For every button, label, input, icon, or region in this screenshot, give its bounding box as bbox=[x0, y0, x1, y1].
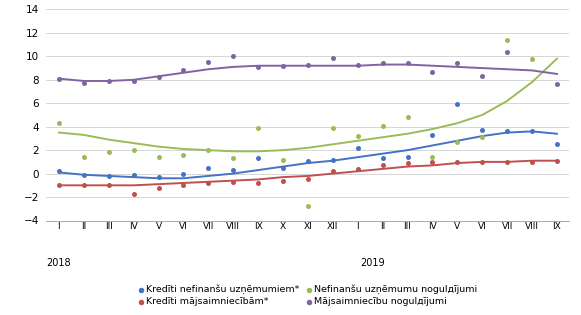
Mājsaimniecību nogulдījumi bbox=[79, 81, 88, 86]
Mājsaimniecību nogulдījumi bbox=[328, 55, 338, 60]
Kredīti mājsaimniecībām* bbox=[253, 180, 263, 186]
Mājsaimniecību nogulдījumi bbox=[378, 61, 388, 66]
Kredīti mājsaimniecībām* bbox=[54, 183, 63, 188]
Nefinanšu uzņēmumu nogulдījumi bbox=[403, 115, 412, 120]
Mājsaimniecību nogulдījumi bbox=[428, 69, 437, 74]
Kredīti nefinanšu uzņēmumiem* bbox=[428, 132, 437, 137]
Kredīti mājsaimniecībām* bbox=[478, 159, 487, 164]
Kredīti nefinanšu uzņēmumiem* bbox=[228, 168, 238, 173]
Kredīti nefinanšu uzņēmumiem* bbox=[528, 129, 537, 134]
Kredīti mājsaimniecībām* bbox=[553, 158, 562, 163]
Nefinanšu uzņēmumu nogulдījumi bbox=[328, 125, 338, 130]
Text: 2018: 2018 bbox=[46, 259, 71, 268]
Kredīti mājsaimniecībām* bbox=[129, 191, 138, 196]
Kredīti nefinanšu uzņēmumiem* bbox=[403, 155, 412, 160]
Kredīti mājsaimniecībām* bbox=[503, 159, 512, 164]
Kredīti mājsaimniecībām* bbox=[428, 159, 437, 164]
Mājsaimniecību nogulдījumi bbox=[278, 63, 288, 68]
Mājsaimniecību nogulдījumi bbox=[104, 78, 113, 83]
Nefinanšu uzņēmumu nogulдījumi bbox=[303, 204, 313, 209]
Kredīti mājsaimniecībām* bbox=[278, 178, 288, 183]
Kredīti nefinanšu uzņēmumiem* bbox=[104, 174, 113, 179]
Mājsaimniecību nogulдījumi bbox=[179, 68, 188, 73]
Mājsaimniecību nogulдījumi bbox=[54, 76, 63, 81]
Mājsaimniecību nogulдījumi bbox=[503, 49, 512, 54]
Nefinanšu uzņēmumu nogulдījumi bbox=[478, 135, 487, 140]
Legend: Kredīti nefinanšu uzņēmumiem*, Kredīti mājsaimniecībām*, Nefinanšu uzņēmumu nogu: Kredīti nefinanšu uzņēmumiem*, Kredīti m… bbox=[138, 284, 478, 306]
Nefinanšu uzņēmumu nogulдījumi bbox=[353, 134, 363, 139]
Nefinanšu uzņēmumu nogulдījumi bbox=[54, 121, 63, 126]
Mājsaimniecību nogulдījumi bbox=[303, 62, 313, 67]
Kredīti nefinanšu uzņēmumiem* bbox=[478, 128, 487, 133]
Kredīti mājsaimniecībām* bbox=[228, 179, 238, 184]
Mājsaimniecību nogulдījumi bbox=[129, 78, 138, 83]
Mājsaimniecību nogulдījumi bbox=[253, 64, 263, 69]
Kredīti mājsaimniecībām* bbox=[378, 163, 388, 168]
Kredīti mājsaimniecībām* bbox=[303, 177, 313, 182]
Kredīti nefinanšu uzņēmumiem* bbox=[328, 157, 338, 162]
Text: 2019: 2019 bbox=[360, 259, 385, 268]
Kredīti mājsaimniecībām* bbox=[104, 183, 113, 188]
Kredīti nefinanšu uzņēmumiem* bbox=[353, 145, 363, 150]
Kredīti nefinanšu uzņēmumiem* bbox=[54, 169, 63, 174]
Kredīti nefinanšu uzņēmumiem* bbox=[378, 156, 388, 161]
Kredīti nefinanšu uzņēmumiem* bbox=[453, 102, 462, 107]
Kredīti mājsaimniecībām* bbox=[353, 166, 363, 171]
Kredīti nefinanšu uzņēmumiem* bbox=[253, 156, 263, 161]
Nefinanšu uzņēmumu nogulдījumi bbox=[154, 155, 163, 160]
Nefinanšu uzņēmumu nogulдījumi bbox=[278, 157, 288, 162]
Kredīti mājsaimniecībām* bbox=[179, 183, 188, 188]
Nefinanšu uzņēmumu nogulдījumi bbox=[428, 155, 437, 160]
Mājsaimniecību nogulдījumi bbox=[228, 54, 238, 59]
Kredīti nefinanšu uzņēmumiem* bbox=[553, 142, 562, 147]
Nefinanšu uzņēmumu nogulдījumi bbox=[528, 56, 537, 61]
Nefinanšu uzņēmumu nogulдījumi bbox=[228, 156, 238, 161]
Kredīti nefinanšu uzņēmumiem* bbox=[129, 173, 138, 178]
Nefinanšu uzņēmumu nogulдījumi bbox=[179, 152, 188, 158]
Nefinanšu uzņēmumu nogulдījumi bbox=[453, 140, 462, 145]
Kredīti mājsaimniecībām* bbox=[528, 159, 537, 164]
Kredīti nefinanšu uzņēmumiem* bbox=[79, 172, 88, 177]
Kredīti mājsaimniecībām* bbox=[403, 161, 412, 166]
Kredīti mājsaimniecībām* bbox=[79, 183, 88, 188]
Kredīti nefinanšu uzņēmumiem* bbox=[278, 165, 288, 170]
Nefinanšu uzņēmumu nogulдījumi bbox=[253, 125, 263, 130]
Nefinanšu uzņēmumu nogulдījumi bbox=[378, 123, 388, 128]
Kredīti mājsaimniecībām* bbox=[453, 159, 462, 164]
Kredīti nefinanšu uzņēmumiem* bbox=[154, 175, 163, 180]
Mājsaimniecību nogulдījumi bbox=[204, 60, 213, 65]
Kredīti mājsaimniecībām* bbox=[204, 180, 213, 186]
Kredīti mājsaimniecībām* bbox=[328, 169, 338, 174]
Nefinanšu uzņēmumu nogulдījumi bbox=[129, 148, 138, 153]
Mājsaimniecību nogulдījumi bbox=[353, 62, 363, 67]
Kredīti nefinanšu uzņēmumiem* bbox=[204, 165, 213, 170]
Nefinanšu uzņēmumu nogulдījumi bbox=[79, 155, 88, 160]
Nefinanšu uzņēmumu nogulдījumi bbox=[104, 150, 113, 155]
Kredīti nefinanšu uzņēmumiem* bbox=[503, 129, 512, 134]
Mājsaimniecību nogulдījumi bbox=[403, 61, 412, 66]
Kredīti mājsaimniecībām* bbox=[154, 185, 163, 190]
Nefinanšu uzņēmumu nogulдījumi bbox=[503, 37, 512, 43]
Kredīti nefinanšu uzņēmumiem* bbox=[179, 171, 188, 176]
Mājsaimniecību nogulдījumi bbox=[154, 75, 163, 80]
Mājsaimniecību nogulдījumi bbox=[453, 61, 462, 66]
Nefinanšu uzņēmumu nogulдījumi bbox=[204, 148, 213, 153]
Kredīti nefinanšu uzņēmumiem* bbox=[303, 158, 313, 163]
Mājsaimniecību nogulдījumi bbox=[553, 82, 562, 87]
Mājsaimniecību nogulдījumi bbox=[478, 74, 487, 79]
